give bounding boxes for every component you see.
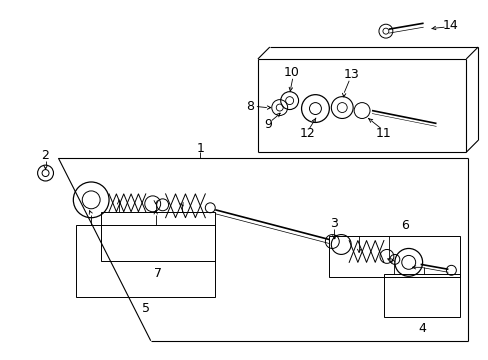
Bar [76,225,215,297]
Text: 5: 5 [142,302,149,315]
Text: 11: 11 [375,127,391,140]
Text: 8: 8 [245,100,253,113]
Bar [383,274,459,317]
Bar [328,235,459,277]
Text: 6: 6 [400,219,408,232]
Text: 13: 13 [343,68,358,81]
Bar [101,212,215,261]
Text: 9: 9 [264,118,271,131]
Text: 14: 14 [442,19,457,32]
Text: 4: 4 [417,322,425,336]
Text: 7: 7 [154,267,162,280]
Text: 2: 2 [41,149,49,162]
Text: 1: 1 [196,142,204,155]
Text: 12: 12 [299,127,315,140]
Text: 3: 3 [330,217,338,230]
Text: 10: 10 [283,66,299,79]
